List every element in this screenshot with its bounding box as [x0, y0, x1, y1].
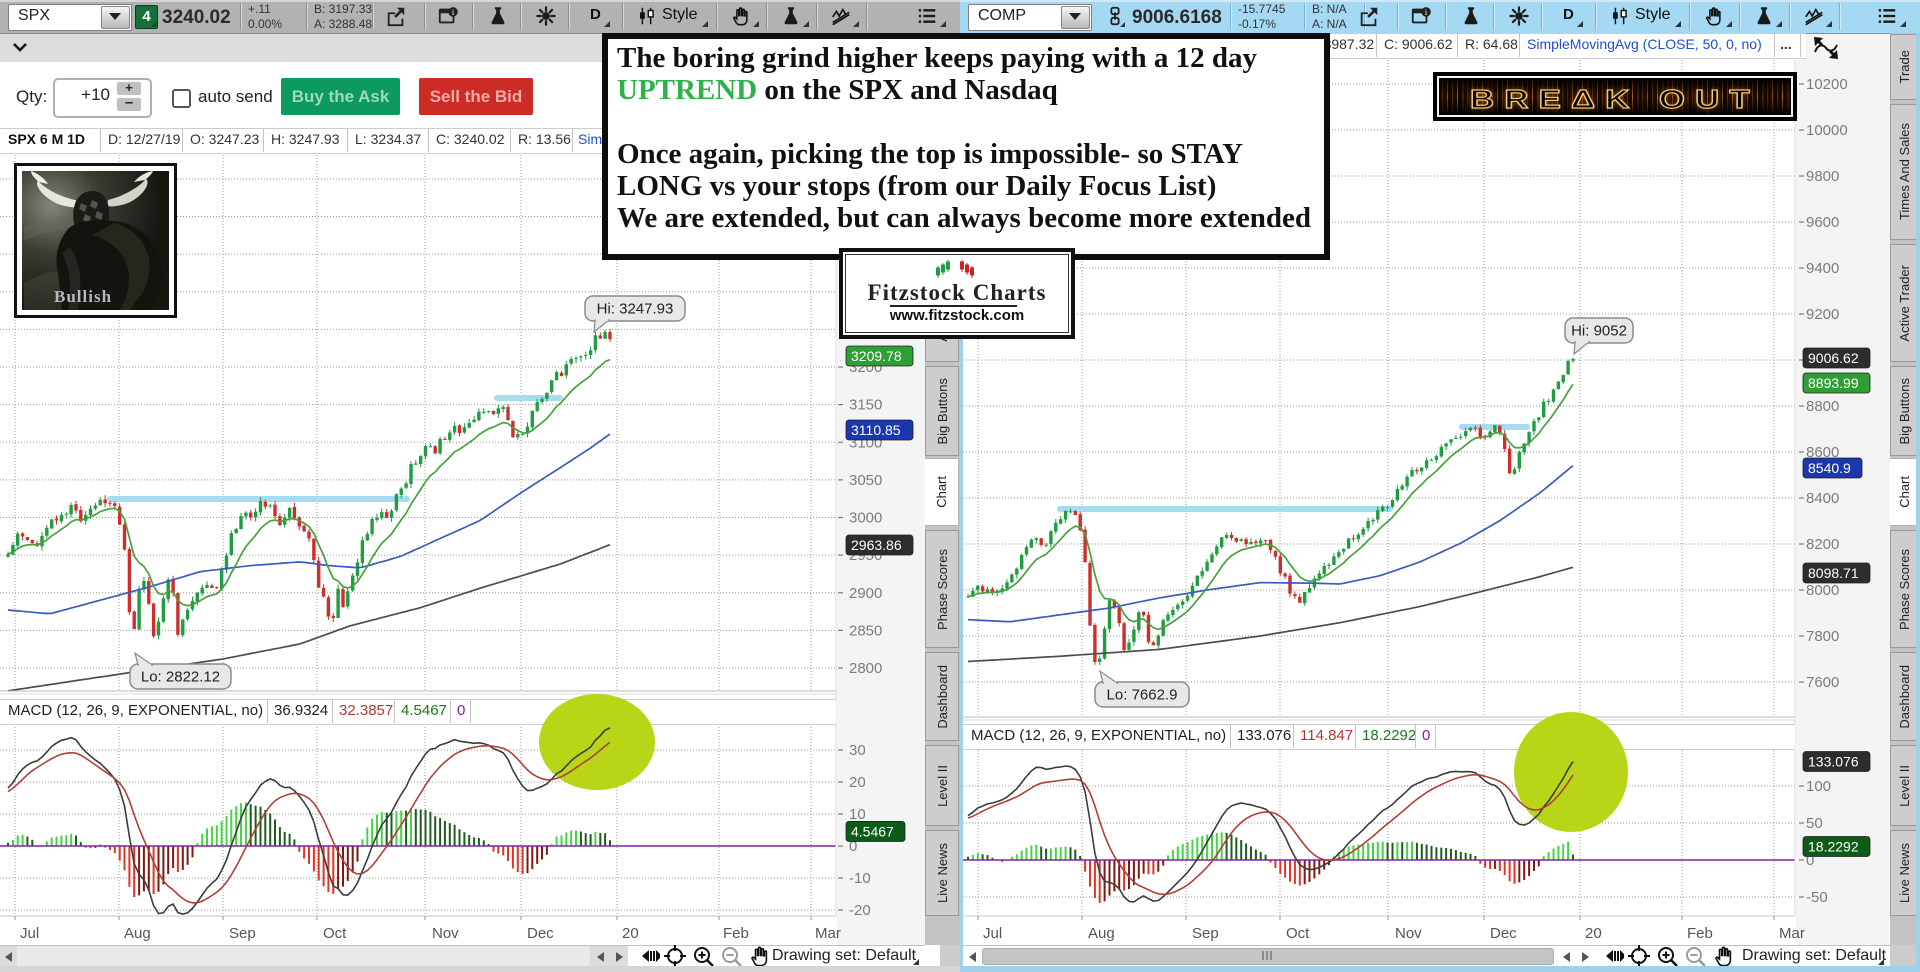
svg-text:8200: 8200 [1806, 536, 1839, 553]
svg-text:8000: 8000 [1806, 582, 1839, 599]
svg-text:9600: 9600 [1806, 214, 1839, 231]
svg-text:8600: 8600 [1806, 444, 1839, 461]
svg-text:9800: 9800 [1806, 168, 1839, 185]
svg-text:Hi: 9052: Hi: 9052 [1571, 323, 1627, 340]
svg-text:Hi: 3247.93: Hi: 3247.93 [597, 301, 674, 318]
svg-text:i: i [1425, 8, 1428, 17]
svg-text:133.076: 133.076 [1808, 754, 1859, 770]
svg-text:10200: 10200 [1806, 76, 1848, 93]
svg-text:-50: -50 [1806, 889, 1828, 906]
svg-text:0: 0 [849, 838, 857, 855]
svg-text:9006.62: 9006.62 [1808, 350, 1859, 366]
svg-text:Jul: Jul [983, 925, 1002, 942]
svg-text:2850: 2850 [849, 622, 882, 639]
svg-text:Sep: Sep [229, 925, 256, 942]
svg-text:Mar: Mar [1779, 925, 1805, 942]
svg-text:10000: 10000 [1806, 122, 1848, 139]
svg-text:4.5467: 4.5467 [851, 823, 894, 839]
svg-text:7600: 7600 [1806, 674, 1839, 691]
svg-text:20: 20 [1585, 925, 1602, 942]
svg-text:2900: 2900 [849, 585, 882, 602]
svg-text:Sep: Sep [1192, 925, 1219, 942]
svg-text:Nov: Nov [432, 925, 459, 942]
svg-text:i: i [452, 8, 455, 17]
svg-text:8540.9: 8540.9 [1808, 460, 1851, 476]
svg-text:20: 20 [849, 774, 866, 791]
svg-text:9200: 9200 [1806, 306, 1839, 323]
svg-text:Feb: Feb [723, 925, 749, 942]
svg-text:2963.86: 2963.86 [851, 537, 902, 553]
svg-text:Feb: Feb [1687, 925, 1713, 942]
svg-text:Dec: Dec [1490, 925, 1517, 942]
svg-text:0: 0 [1806, 852, 1814, 869]
svg-text:8893.99: 8893.99 [1808, 375, 1859, 391]
svg-text:Mar: Mar [815, 925, 841, 942]
svg-text:Bullish: Bullish [54, 287, 112, 306]
svg-text:8400: 8400 [1806, 490, 1839, 507]
svg-text:Oct: Oct [1286, 925, 1310, 942]
svg-text:10: 10 [849, 806, 866, 823]
svg-text:3150: 3150 [849, 397, 882, 414]
svg-text:Dec: Dec [527, 925, 554, 942]
svg-text:Nov: Nov [1395, 925, 1422, 942]
svg-text:7800: 7800 [1806, 628, 1839, 645]
svg-text:3110.85: 3110.85 [851, 422, 901, 438]
svg-text:-20: -20 [849, 902, 871, 919]
svg-text:100: 100 [1806, 778, 1831, 795]
svg-text:-10: -10 [849, 870, 871, 887]
svg-text:Aug: Aug [124, 925, 151, 942]
svg-text:8098.71: 8098.71 [1808, 565, 1859, 581]
svg-text:3050: 3050 [849, 472, 882, 489]
svg-text:Aug: Aug [1088, 925, 1115, 942]
svg-text:3000: 3000 [849, 510, 882, 527]
svg-text:Lo: 2822.12: Lo: 2822.12 [141, 669, 220, 686]
svg-text:20: 20 [622, 925, 639, 942]
svg-text:50: 50 [1806, 815, 1823, 832]
svg-text:9400: 9400 [1806, 260, 1839, 277]
svg-text:8800: 8800 [1806, 398, 1839, 415]
svg-text:Lo: 7662.9: Lo: 7662.9 [1107, 687, 1178, 704]
svg-text:2800: 2800 [849, 660, 882, 677]
svg-text:Jul: Jul [20, 925, 39, 942]
svg-text:Oct: Oct [323, 925, 347, 942]
svg-text:30: 30 [849, 742, 866, 759]
svg-text:18.2292: 18.2292 [1808, 839, 1859, 855]
svg-text:3209.78: 3209.78 [851, 348, 902, 364]
